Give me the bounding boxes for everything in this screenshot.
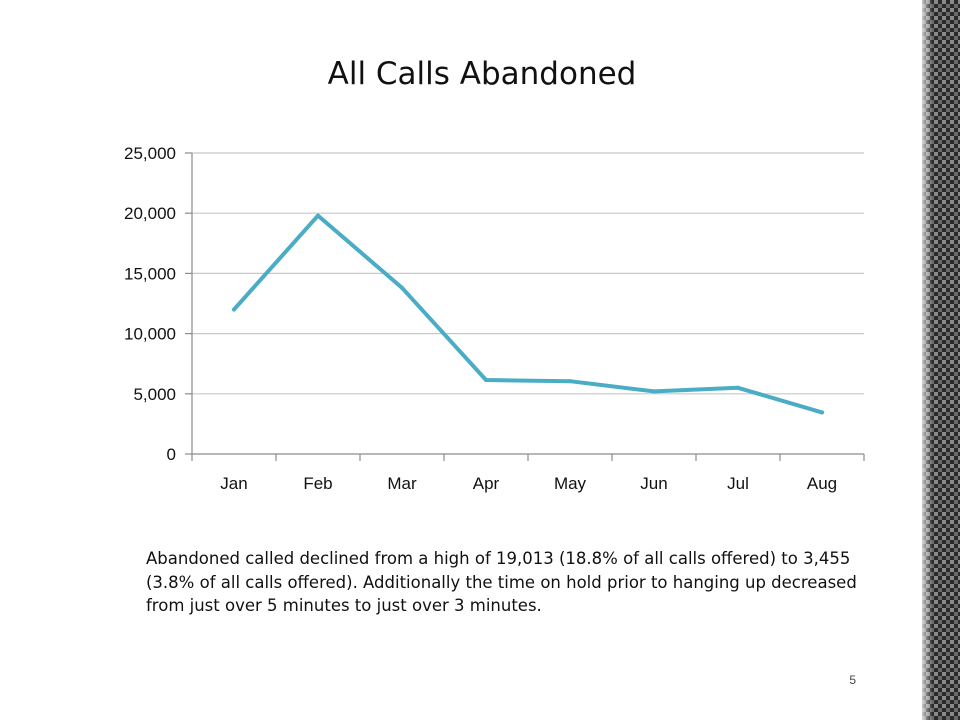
data-point xyxy=(652,389,656,394)
data-point xyxy=(736,385,740,390)
y-tick-label: 20,000 xyxy=(124,204,176,223)
decorative-side-strip xyxy=(918,0,960,720)
x-tick-label: Mar xyxy=(387,474,417,493)
slide-title: All Calls Abandoned xyxy=(327,56,637,92)
x-tick-label: May xyxy=(554,474,587,493)
caption-text: Abandoned called declined from a high of… xyxy=(146,549,857,615)
data-point xyxy=(400,285,404,290)
y-tick-label: 0 xyxy=(167,445,176,464)
x-tick-label: Feb xyxy=(303,474,332,493)
x-tick-label: Apr xyxy=(473,474,500,493)
x-tick-label: Jan xyxy=(220,474,247,493)
y-tick-label: 5,000 xyxy=(133,385,176,404)
data-point xyxy=(484,377,488,382)
data-point xyxy=(568,379,572,384)
y-tick-label: 25,000 xyxy=(124,144,176,163)
data-point xyxy=(316,213,320,218)
x-tick-label: Jun xyxy=(640,474,667,493)
y-tick-label: 10,000 xyxy=(124,325,176,344)
x-tick-label: Jul xyxy=(727,474,749,493)
x-tick-label: Aug xyxy=(807,474,837,493)
data-point xyxy=(820,410,824,415)
data-point xyxy=(232,307,236,312)
series-line xyxy=(232,213,824,415)
y-tick-label: 15,000 xyxy=(124,264,176,283)
page-number: 5 xyxy=(849,673,856,687)
